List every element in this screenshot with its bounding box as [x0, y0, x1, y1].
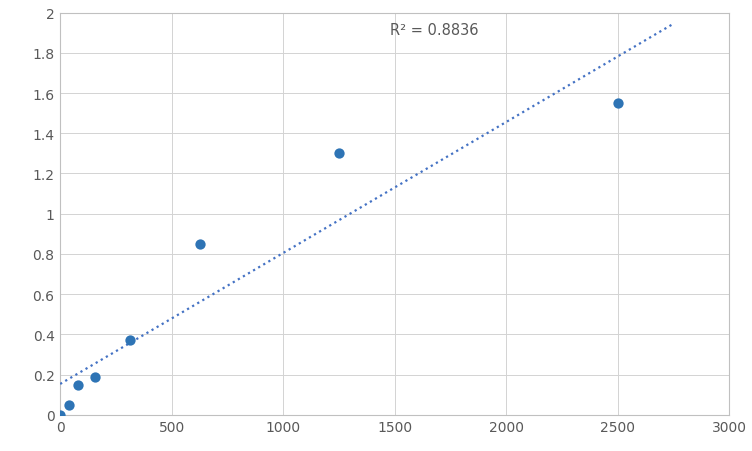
Text: R² = 0.8836: R² = 0.8836	[390, 23, 479, 37]
Point	[89, 373, 101, 380]
Point	[124, 337, 136, 344]
Point	[193, 241, 205, 248]
Point	[333, 151, 345, 158]
Point	[71, 381, 83, 388]
Point	[612, 100, 624, 107]
Point	[54, 411, 66, 419]
Point	[63, 401, 75, 409]
